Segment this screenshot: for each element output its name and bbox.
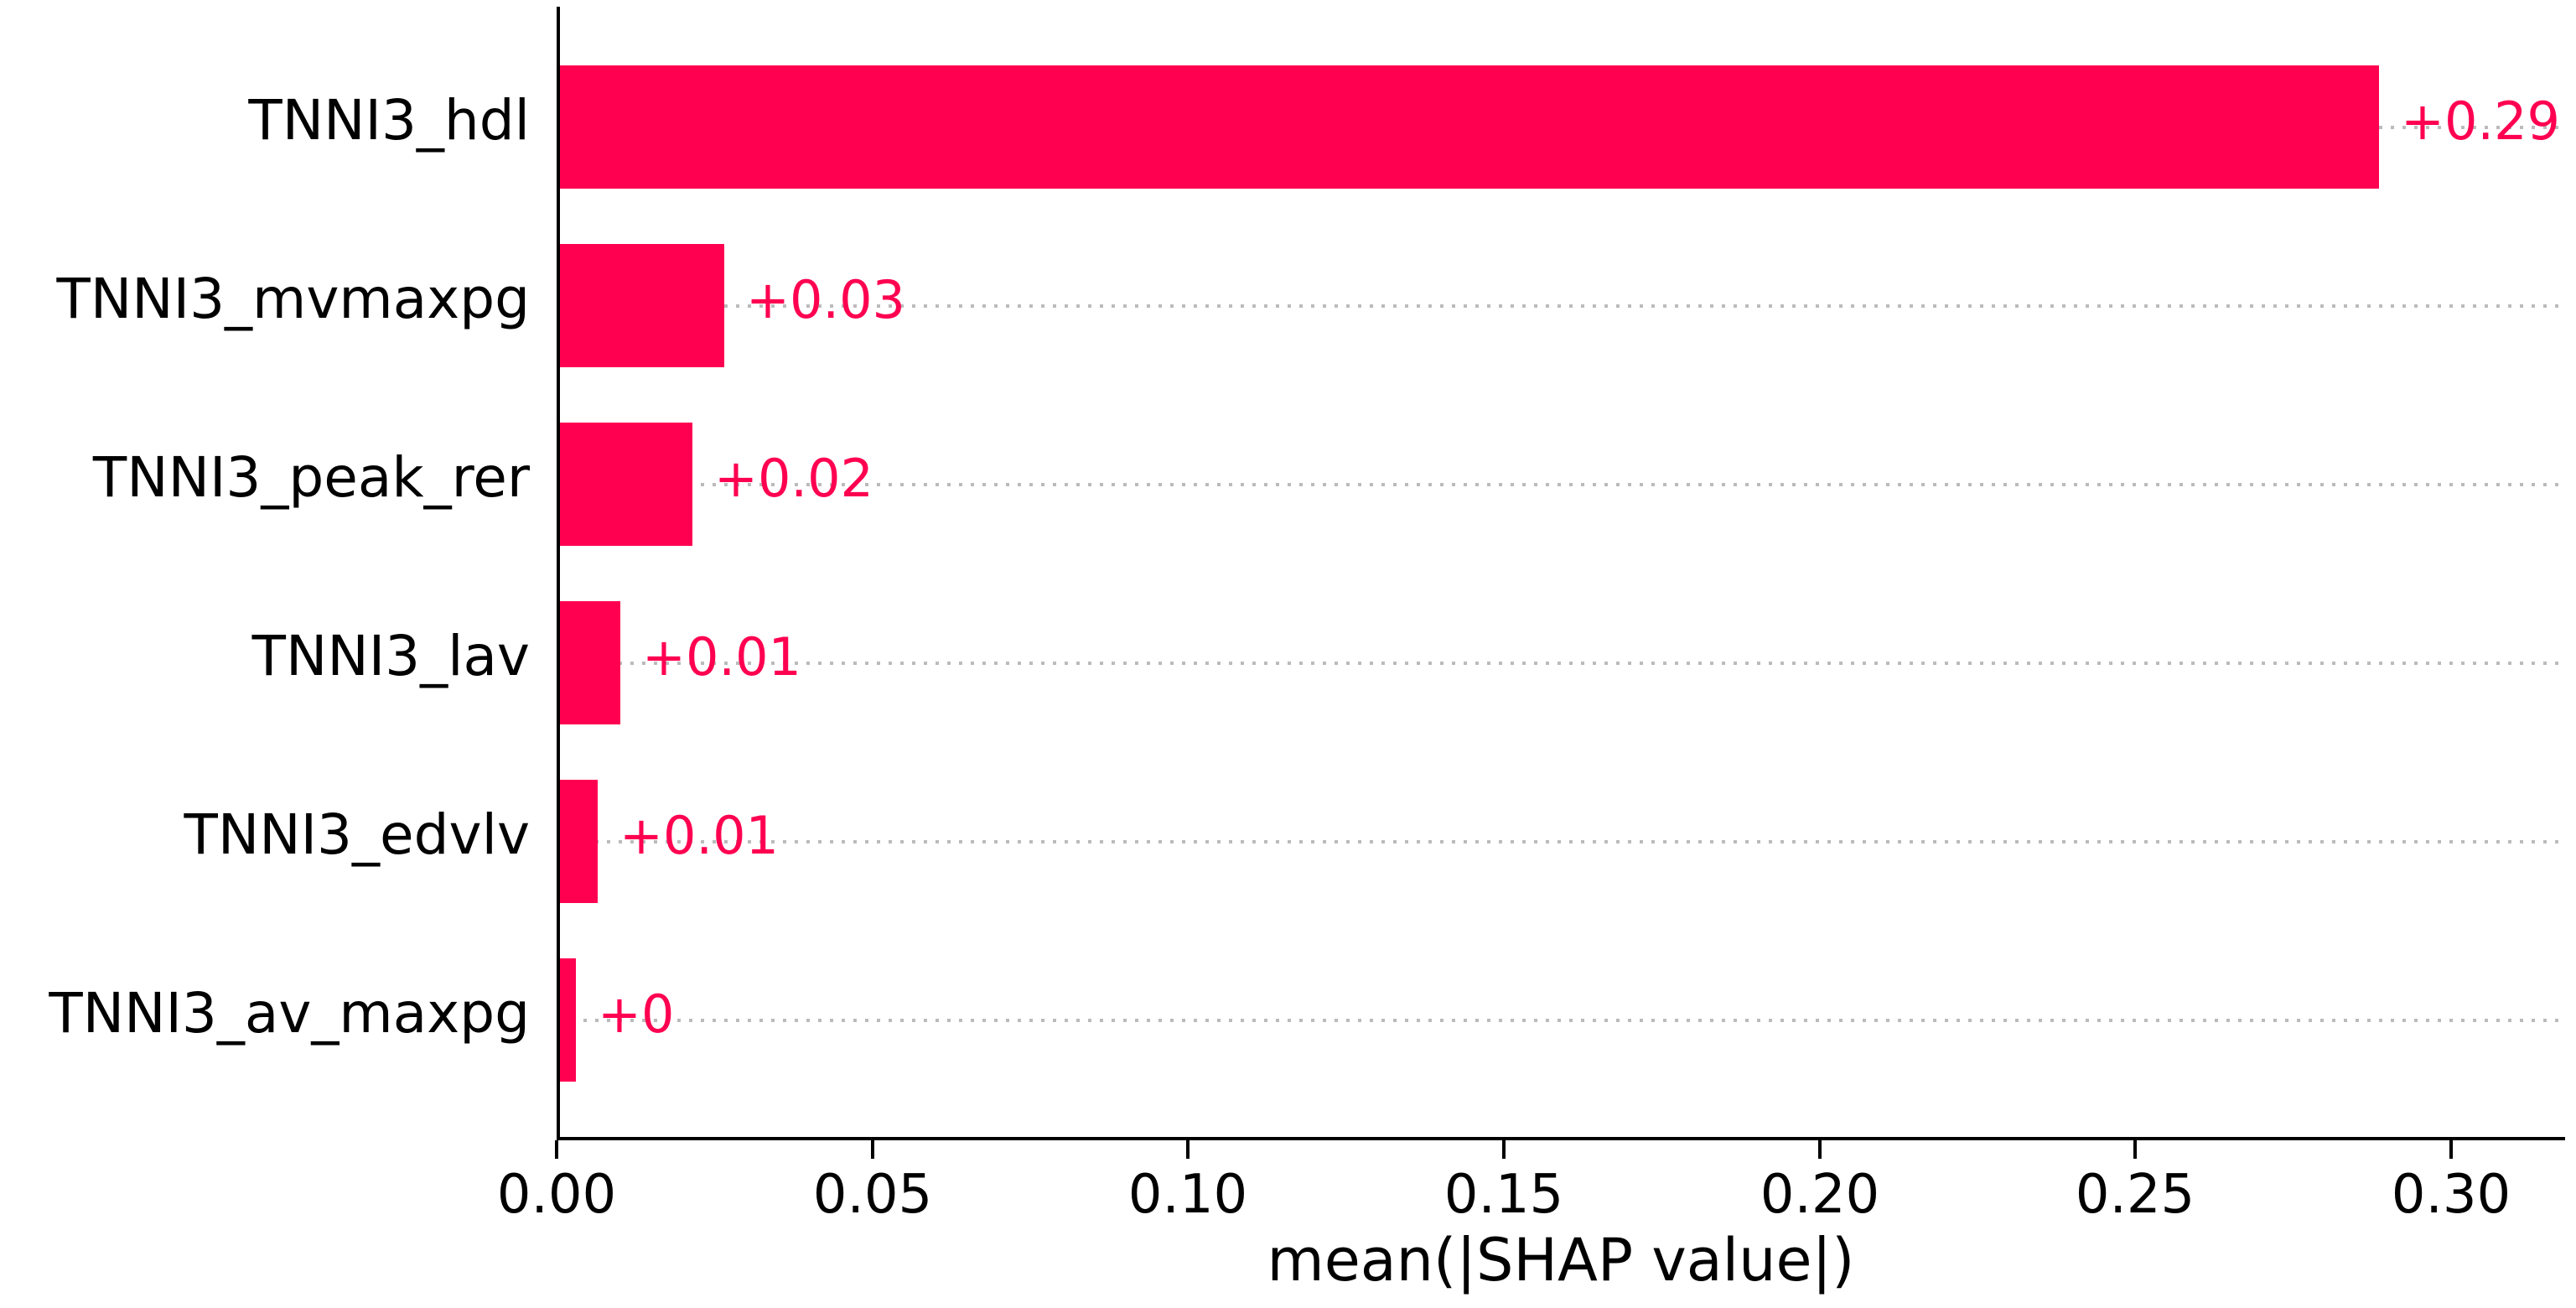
y-axis-label: TNNI3_edvlv bbox=[184, 802, 530, 867]
y-axis-label: TNNI3_lav bbox=[251, 623, 530, 688]
bar-value-label: +0.01 bbox=[619, 804, 779, 866]
row-gridline bbox=[560, 482, 2565, 486]
x-tick-mark bbox=[871, 1140, 874, 1159]
row-gridline bbox=[560, 839, 2565, 843]
plot-area bbox=[557, 7, 2565, 1140]
bar bbox=[560, 65, 2379, 189]
x-tick-label: 0.20 bbox=[1760, 1164, 1880, 1226]
bar bbox=[560, 244, 724, 367]
row-gridline bbox=[560, 661, 2565, 665]
x-tick-label: 0.10 bbox=[1127, 1164, 1248, 1226]
x-tick-label: 0.30 bbox=[2391, 1164, 2511, 1226]
x-tick-mark bbox=[1502, 1140, 1506, 1159]
x-tick-mark bbox=[1186, 1140, 1190, 1159]
y-axis-label: TNNI3_mvmaxpg bbox=[56, 266, 530, 331]
bar-value-label: +0.29 bbox=[2401, 90, 2560, 152]
x-tick-mark bbox=[2449, 1140, 2453, 1159]
bar bbox=[560, 601, 620, 724]
x-tick-mark bbox=[555, 1140, 558, 1159]
x-tick-label: 0.05 bbox=[812, 1164, 933, 1226]
bar bbox=[560, 423, 692, 546]
row-gridline bbox=[560, 304, 2565, 308]
row-gridline bbox=[560, 1018, 2565, 1022]
bar-value-label: +0.02 bbox=[714, 447, 873, 509]
bar bbox=[560, 780, 598, 903]
y-axis-label: TNNI3_hdl bbox=[248, 87, 530, 153]
x-axis-label: mean(|SHAP value|) bbox=[1267, 1226, 1855, 1295]
x-tick-label: 0.25 bbox=[2075, 1164, 2195, 1226]
bar-value-label: +0.01 bbox=[642, 625, 801, 688]
bar-value-label: +0.03 bbox=[746, 268, 905, 330]
x-tick-mark bbox=[1818, 1140, 1822, 1159]
x-tick-label: 0.15 bbox=[1443, 1164, 1564, 1226]
y-axis-label: TNNI3_peak_rer bbox=[92, 444, 530, 510]
bar-value-label: +0 bbox=[598, 983, 675, 1045]
bar bbox=[560, 958, 576, 1082]
y-axis-label: TNNI3_av_maxpg bbox=[49, 980, 530, 1046]
x-tick-mark bbox=[2133, 1140, 2137, 1159]
x-tick-label: 0.00 bbox=[496, 1164, 617, 1226]
